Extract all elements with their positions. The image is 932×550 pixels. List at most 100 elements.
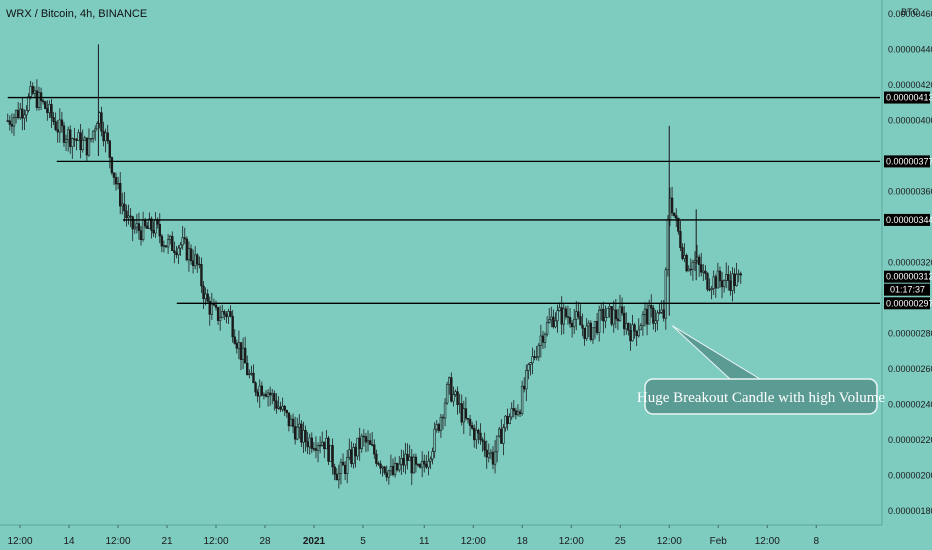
candle-body	[154, 219, 157, 234]
candle-body	[362, 435, 366, 438]
candle	[468, 415, 472, 437]
candle-body	[406, 453, 409, 461]
candle-body	[702, 270, 705, 273]
candle-body	[8, 120, 12, 125]
candle-body	[635, 330, 638, 337]
candle-body	[739, 273, 742, 276]
candle	[727, 265, 730, 291]
candle-body	[566, 316, 570, 318]
candle	[41, 99, 45, 105]
x-tick-label: 14	[63, 536, 75, 547]
candle	[481, 437, 484, 452]
candle-body	[35, 90, 39, 108]
candle-body	[212, 303, 216, 306]
candle	[383, 466, 386, 475]
candle-body	[168, 235, 172, 240]
candle	[618, 294, 622, 322]
candle-body	[181, 237, 184, 246]
candle-body	[119, 182, 122, 207]
candle	[243, 336, 247, 364]
candle-body	[375, 453, 378, 464]
candle-body	[285, 410, 289, 414]
candle-body	[381, 466, 384, 469]
candle-body	[262, 393, 266, 396]
candle	[395, 462, 399, 472]
level-badge-label: 0.00000377	[886, 156, 932, 166]
candle	[327, 435, 330, 466]
candle-body	[333, 466, 336, 475]
candle	[375, 449, 378, 467]
candle-body	[658, 311, 661, 314]
candle	[633, 322, 636, 339]
candle	[547, 308, 551, 324]
x-tick-label: 12:00	[105, 536, 130, 547]
candle-body	[412, 456, 416, 474]
candle-body	[568, 316, 572, 324]
candle-body	[248, 373, 251, 376]
candle	[50, 98, 53, 128]
candle	[672, 212, 676, 218]
candle-body	[364, 436, 368, 443]
candle-body	[206, 293, 209, 302]
candle-body	[187, 248, 191, 261]
y-tick-label: 0.00000200	[888, 470, 932, 480]
candle-body	[479, 432, 482, 440]
candle-body	[652, 307, 655, 324]
candle	[610, 306, 613, 327]
candle-body	[677, 217, 680, 232]
callout-text: Huge Breakout Candle with high Volume	[637, 390, 886, 406]
candle-body	[685, 255, 688, 272]
candle	[439, 413, 443, 438]
candle-body	[258, 385, 261, 397]
candle	[456, 386, 459, 415]
candle-body	[477, 429, 480, 434]
candle-body	[735, 274, 738, 286]
candle	[697, 254, 701, 277]
candle-body	[481, 439, 484, 442]
candle	[581, 313, 584, 337]
y-tick-label: 0.00000260	[888, 364, 932, 374]
candle-body	[368, 440, 372, 445]
candle-body	[193, 254, 197, 267]
candle-body	[483, 440, 486, 451]
candle	[158, 213, 161, 244]
candle	[650, 294, 653, 318]
candle	[108, 139, 111, 169]
candle-body	[495, 435, 499, 453]
candle-body	[600, 308, 603, 311]
candle-body	[196, 254, 199, 265]
candle-body	[345, 456, 349, 474]
candle	[181, 225, 184, 250]
candle	[445, 381, 449, 405]
candle-body	[722, 280, 726, 288]
x-tick-label: 12:00	[657, 536, 682, 547]
candle	[572, 309, 576, 334]
candle-body	[110, 157, 114, 174]
candle	[339, 458, 343, 485]
candle-body	[54, 121, 57, 130]
candle-body	[398, 463, 401, 471]
candle-body	[139, 230, 143, 240]
candle	[100, 106, 103, 137]
candle-body	[243, 347, 247, 364]
candle-body	[687, 268, 690, 272]
candle-body	[664, 269, 668, 319]
y-tick-label: 0.00000360	[888, 187, 932, 197]
candle-body	[529, 362, 532, 365]
candle-body	[256, 391, 259, 397]
candle-body	[425, 463, 428, 468]
candle-body	[737, 273, 740, 275]
candle	[60, 111, 64, 133]
candle	[106, 124, 109, 145]
candle-body	[316, 444, 320, 451]
candle	[179, 242, 182, 256]
level-badge	[884, 297, 930, 310]
candle-body	[60, 119, 64, 127]
candle-body	[37, 92, 41, 108]
candle-body	[445, 384, 449, 404]
candle-body	[391, 466, 395, 475]
candle-body	[725, 274, 728, 281]
